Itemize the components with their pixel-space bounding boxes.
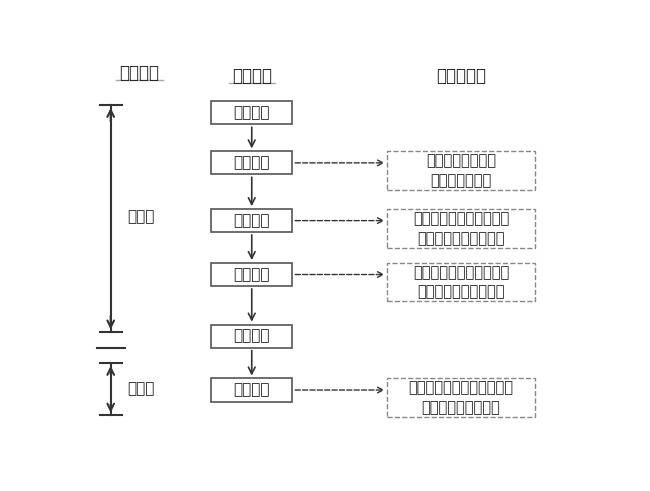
Text: 主要污染物: 主要污染物	[436, 67, 486, 85]
Text: 运营期: 运营期	[128, 381, 155, 396]
Bar	[211, 101, 292, 124]
Bar	[387, 263, 534, 301]
Bar	[387, 379, 534, 417]
Bar	[211, 325, 292, 348]
Text: 扬尘、燃油尾气、噪声、
固体废弃物、水土流失: 扬尘、燃油尾气、噪声、 固体废弃物、水土流失	[413, 211, 509, 246]
Text: 施工期: 施工期	[128, 209, 155, 224]
Text: 绿化工程: 绿化工程	[233, 267, 270, 282]
Text: 工艺流程: 工艺流程	[232, 67, 272, 85]
Text: 扬尘、汽车尾气、噪声、地
面径流、固体废弃物: 扬尘、汽车尾气、噪声、地 面径流、固体废弃物	[408, 381, 514, 415]
Bar	[211, 379, 292, 402]
Text: 扬尘、燃油尾气、
沥青烟尘、噪声: 扬尘、燃油尾气、 沥青烟尘、噪声	[426, 153, 496, 188]
Text: 扬尘、燃油尾气、噪声、
固体废弃物、水土流失: 扬尘、燃油尾气、噪声、 固体废弃物、水土流失	[413, 265, 509, 300]
Text: 工程时期: 工程时期	[120, 64, 159, 82]
Text: 竣工验收: 竣工验收	[233, 328, 270, 344]
Bar	[387, 209, 534, 247]
Bar	[211, 151, 292, 174]
Text: 勘察设计: 勘察设计	[233, 106, 270, 120]
Text: 路面工程: 路面工程	[233, 155, 270, 170]
Text: 附属工程: 附属工程	[233, 213, 270, 228]
Bar	[211, 263, 292, 286]
Bar	[387, 151, 534, 190]
Text: 投入运营: 投入运营	[233, 382, 270, 398]
Bar	[211, 209, 292, 232]
